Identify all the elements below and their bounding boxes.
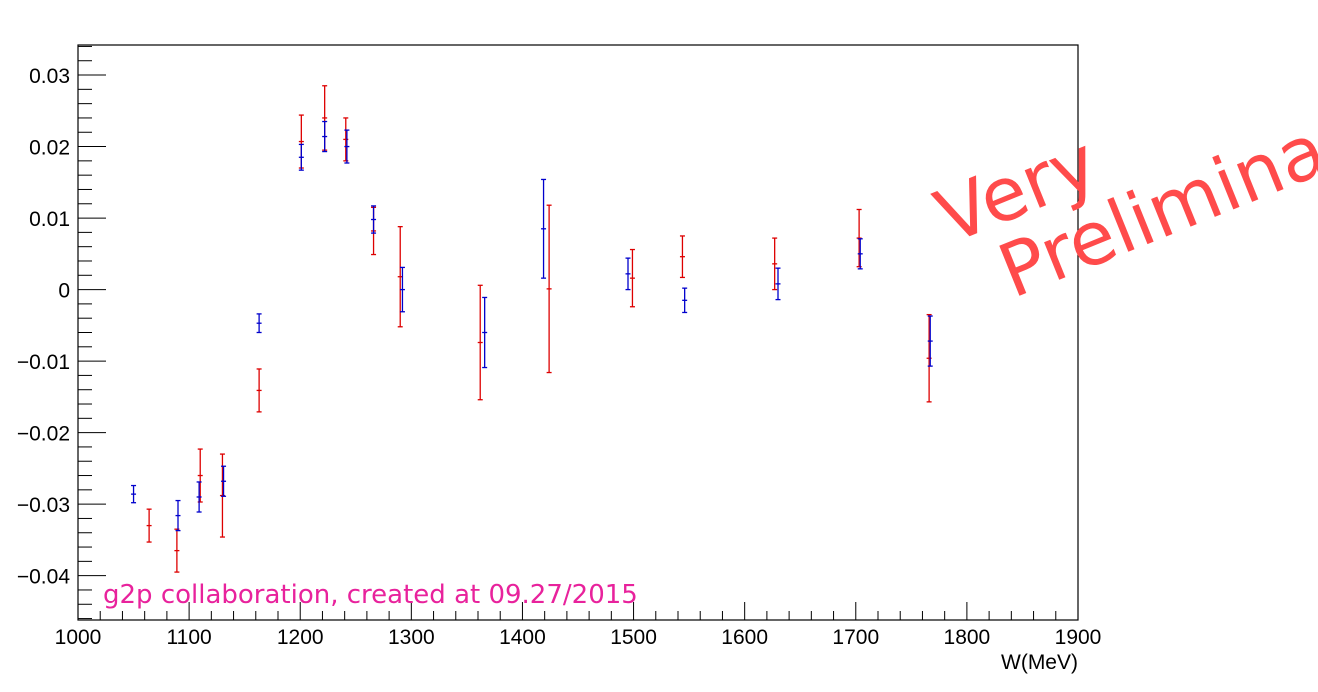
error-bar-point [629,248,635,308]
x-tick-label: 1500 [610,626,657,649]
error-bar-point [625,257,631,291]
error-bar-point [298,143,304,171]
error-bar-point [322,120,328,153]
error-bar-point [772,237,778,291]
x-tick-label: 1200 [277,626,324,649]
error-bar-point [482,296,488,369]
error-bar-point [146,508,152,543]
x-tick-label: 1600 [721,626,768,649]
series-1 [146,85,932,573]
x-tick-label: 1100 [167,626,212,649]
error-bar-point [371,205,377,234]
error-bar-point [856,208,862,268]
x-tick-label: 1900 [1055,626,1102,649]
error-bar-point [477,284,483,401]
error-bar-point [546,204,552,374]
error-bar-point [775,267,781,301]
error-bar-point [196,481,202,513]
y-axis-ticks [78,45,106,620]
y-tick-label: −0.04 [17,566,70,589]
error-bar-point [344,129,350,164]
x-axis-title: W(MeV) [1001,651,1078,674]
error-bar-point [175,499,181,532]
error-bar-point [857,238,863,270]
x-tick-label: 1000 [55,626,102,649]
error-bar-point [926,313,932,403]
error-bar-point [131,484,137,504]
preliminary-watermark: Very Preliminary [924,79,1318,315]
x-axis-tick-labels: 1000 1100 1200 1300 1400 1500 1600 1700 1800 1900 [55,626,1102,649]
plot-frame [77,44,1079,621]
error-bar-point [682,287,688,314]
data-series-layer [131,85,933,573]
error-bar-point [256,313,262,334]
error-bar-point [174,528,180,573]
x-tick-label: 1300 [388,626,435,649]
x-tick-label: 1800 [944,626,991,649]
x-tick-label: 1700 [832,626,879,649]
y-tick-label: 0.03 [29,65,70,88]
y-tick-label: 0 [58,280,70,303]
y-tick-label: −0.03 [17,494,70,517]
error-bar-point [679,235,685,279]
x-axis-ticks [77,602,1079,620]
error-bar-point [541,178,547,279]
x-tick-label: 1400 [499,626,546,649]
y-tick-label: −0.02 [17,423,70,446]
y-axis-tick-labels: −0.04 −0.03 −0.02 −0.01 0 0.01 0.02 0.03 [17,65,70,589]
y-tick-label: 0.02 [29,137,70,160]
collaboration-credit: g2p collaboration, created at 09.27/2015 [103,580,638,610]
error-bar-point [221,465,227,497]
y-tick-label: −0.01 [17,351,70,374]
y-tick-label: 0.01 [29,208,70,231]
series-2 [131,120,933,532]
error-bar-point [256,368,262,413]
error-bar-point [927,315,933,367]
error-bar-point [197,448,203,503]
error-bar-point [399,266,405,313]
